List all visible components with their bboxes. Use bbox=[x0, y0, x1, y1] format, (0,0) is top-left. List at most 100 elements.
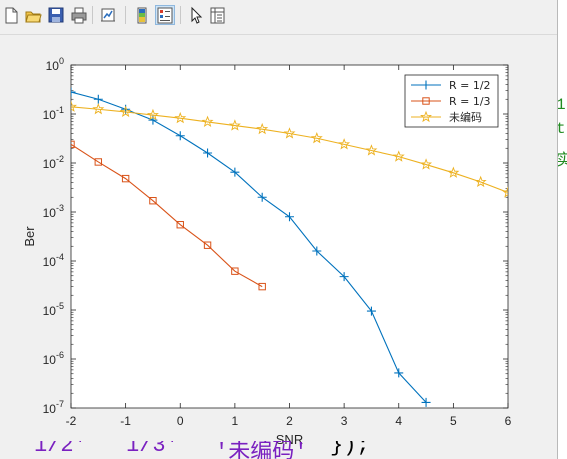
figure-toolbar bbox=[0, 0, 557, 35]
colorbar-icon bbox=[137, 7, 147, 24]
data-point bbox=[258, 282, 266, 291]
legend-marker bbox=[420, 110, 432, 123]
editor-code-fragment: '未编码' bbox=[215, 441, 308, 459]
data-point bbox=[447, 166, 460, 178]
editor-code-fragment: }); bbox=[330, 441, 370, 458]
data-point bbox=[201, 115, 214, 127]
series-line bbox=[71, 143, 263, 288]
y-tick-base: 10 bbox=[43, 353, 57, 367]
data-point bbox=[228, 119, 241, 131]
data-point bbox=[71, 140, 75, 149]
y-tick-exponent: -6 bbox=[56, 350, 64, 360]
y-tick-base: 10 bbox=[46, 59, 60, 73]
legend-entry: R = 1/2 bbox=[449, 79, 491, 92]
y-tick-exponent: -1 bbox=[56, 105, 64, 115]
x-tick-label: 5 bbox=[450, 414, 457, 428]
data-point bbox=[474, 175, 487, 188]
y-tick-exponent: 0 bbox=[59, 56, 64, 66]
colorbar-button[interactable] bbox=[133, 6, 151, 24]
data-point bbox=[285, 212, 294, 222]
data-point bbox=[421, 397, 431, 407]
y-tick-label: 10-3 bbox=[43, 203, 64, 220]
print-button[interactable] bbox=[70, 6, 88, 24]
y-tick-exponent: -5 bbox=[56, 301, 64, 311]
y-tick-base: 10 bbox=[43, 402, 57, 416]
data-point bbox=[365, 144, 378, 156]
data-point bbox=[119, 105, 132, 118]
data-point bbox=[149, 197, 157, 205]
property-inspector-icon bbox=[210, 7, 225, 24]
data-point bbox=[176, 221, 184, 229]
toolbar-separator bbox=[92, 6, 93, 24]
new-file-icon bbox=[5, 7, 18, 24]
data-point bbox=[256, 122, 269, 135]
legend-marker bbox=[421, 80, 431, 90]
y-tick-label: 10-1 bbox=[43, 105, 64, 122]
open-button[interactable] bbox=[24, 6, 42, 24]
y-tick-label: 10-2 bbox=[43, 154, 64, 171]
editor-fragment: t bbox=[556, 120, 566, 138]
pointer-button[interactable] bbox=[187, 6, 205, 24]
data-point bbox=[121, 174, 130, 183]
legend-button[interactable] bbox=[155, 5, 175, 25]
x-tick-label: 4 bbox=[395, 414, 402, 428]
data-point bbox=[420, 158, 433, 170]
y-axis-label: Ber bbox=[22, 226, 37, 247]
data-point bbox=[502, 186, 508, 198]
y-tick-label: 100 bbox=[46, 56, 64, 73]
data-point bbox=[71, 100, 77, 112]
print-icon bbox=[71, 7, 87, 24]
save-button[interactable] bbox=[47, 6, 65, 24]
pointer-icon bbox=[191, 6, 203, 24]
data-point bbox=[94, 158, 103, 166]
y-tick-label: 10-5 bbox=[43, 301, 64, 318]
x-tick-label: -2 bbox=[66, 414, 77, 428]
data-point bbox=[230, 167, 240, 177]
data-point bbox=[394, 368, 404, 378]
data-point bbox=[231, 267, 239, 275]
y-tick-exponent: -2 bbox=[56, 154, 64, 164]
data-point bbox=[175, 131, 185, 141]
data-point bbox=[203, 241, 212, 249]
property-button[interactable] bbox=[208, 6, 226, 24]
legend-marker bbox=[422, 97, 430, 105]
toolbar-separator bbox=[125, 6, 126, 24]
y-tick-base: 10 bbox=[43, 304, 57, 318]
toolbar-separator bbox=[180, 6, 181, 24]
editor-bottom-line: 1/2' 1/3' '未编码'}); bbox=[30, 441, 370, 459]
open-folder-icon bbox=[25, 11, 42, 23]
plot-area[interactable]: -2 -1 0 1 2 3 4 5 610010-110-210-310-410-510-610… bbox=[0, 35, 557, 459]
data-point bbox=[92, 102, 105, 115]
y-tick-label: 10-6 bbox=[43, 350, 64, 367]
series-2 bbox=[71, 140, 266, 291]
legend-entry: 未编码 bbox=[449, 110, 482, 124]
y-tick-label: 10-7 bbox=[43, 399, 64, 416]
data-point bbox=[312, 246, 322, 256]
legend-icon bbox=[157, 7, 173, 24]
y-tick-base: 10 bbox=[43, 255, 57, 269]
data-point bbox=[71, 87, 76, 97]
editor-fragment: 1 bbox=[556, 96, 566, 114]
legend-entry: R = 1/3 bbox=[449, 95, 491, 108]
editor-fragment: 实 bbox=[556, 152, 567, 170]
legend[interactable]: R = 1/2 R = 1/3 未编码 bbox=[404, 74, 499, 128]
x-tick-label: 2 bbox=[286, 414, 293, 428]
x-tick-label: -1 bbox=[120, 414, 131, 428]
link-button[interactable] bbox=[99, 6, 117, 24]
y-tick-exponent: -7 bbox=[56, 399, 64, 409]
editor-code-fragment: 1/2' bbox=[34, 441, 87, 458]
data-point bbox=[257, 192, 267, 202]
data-point bbox=[93, 94, 103, 104]
save-icon bbox=[48, 7, 64, 23]
data-point bbox=[392, 150, 405, 162]
data-point bbox=[203, 148, 213, 158]
series-line bbox=[71, 106, 508, 194]
x-tick-label: 0 bbox=[177, 414, 184, 428]
data-point bbox=[174, 111, 187, 124]
y-tick-exponent: -4 bbox=[56, 252, 64, 262]
editor-code-fragment: 1/3' bbox=[126, 441, 179, 458]
new-button[interactable] bbox=[2, 6, 20, 24]
x-tick-label: 1 bbox=[232, 414, 239, 428]
y-tick-base: 10 bbox=[43, 108, 57, 122]
